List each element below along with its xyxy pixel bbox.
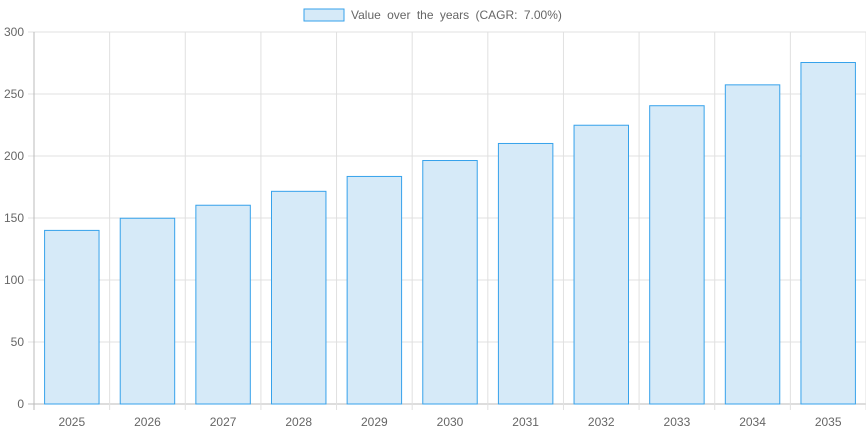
legend[interactable]: Value over the years (CAGR: 7.00%) <box>303 8 562 22</box>
x-tick-label: 2035 <box>815 415 842 429</box>
y-tick-label: 200 <box>4 149 24 163</box>
y-axis: 0 50 100 150 200 250 300 <box>4 25 24 411</box>
bar-2034[interactable] <box>724 84 781 405</box>
x-tick-label: 2030 <box>437 415 464 429</box>
bar-2032[interactable] <box>573 124 630 405</box>
x-tick-label: 2027 <box>210 415 237 429</box>
y-tick-label: 150 <box>4 211 24 225</box>
x-axis: 2025 2026 2027 2028 2029 2030 2031 2032 2033 2034… <box>58 415 841 429</box>
y-tick-label: 300 <box>4 25 24 39</box>
bar-2033[interactable] <box>649 105 705 405</box>
x-tick-label: 2025 <box>58 415 85 429</box>
bar-2031[interactable] <box>497 142 554 405</box>
y-tick-label: 100 <box>4 273 24 287</box>
bar-2030[interactable] <box>422 160 478 405</box>
x-tick-label: 2033 <box>664 415 691 429</box>
y-tick-label: 50 <box>11 335 25 349</box>
bar-2028[interactable] <box>270 190 327 405</box>
bar-2035[interactable] <box>800 62 856 405</box>
y-tick-label: 0 <box>17 397 24 411</box>
x-tick-label: 2034 <box>739 415 766 429</box>
legend-label[interactable]: Value over the years (CAGR: 7.00%) <box>351 8 562 22</box>
x-tick-label: 2026 <box>134 415 161 429</box>
grid <box>28 31 866 410</box>
y-tick-label: 250 <box>4 87 24 101</box>
bar-2029[interactable] <box>346 175 403 405</box>
x-tick-label: 2031 <box>512 415 539 429</box>
x-tick-label: 2029 <box>361 415 388 429</box>
x-tick-label: 2032 <box>588 415 615 429</box>
x-tick-label: 2028 <box>285 415 312 429</box>
bar-2027[interactable] <box>195 204 251 405</box>
bar-2025[interactable] <box>44 229 100 405</box>
bars <box>44 62 856 405</box>
legend-swatch[interactable] <box>303 8 345 22</box>
bar-2026[interactable] <box>119 217 176 405</box>
